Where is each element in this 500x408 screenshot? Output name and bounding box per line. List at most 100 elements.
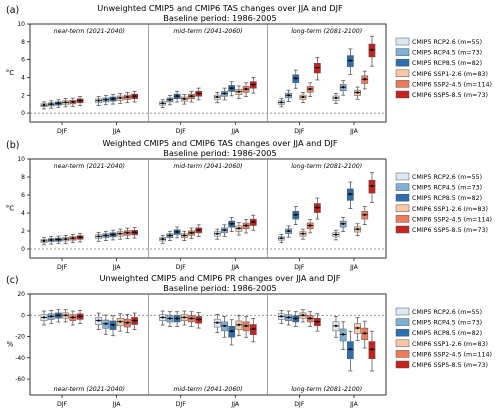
- y-axis-label: °C: [6, 205, 15, 213]
- mean-dot: [316, 320, 319, 323]
- mean-dot: [280, 315, 283, 318]
- mean-dot: [190, 317, 193, 320]
- legend-swatch: [395, 37, 410, 46]
- mean-dot: [78, 236, 82, 239]
- mean-dot: [183, 97, 186, 101]
- season-label: DJF: [176, 264, 187, 271]
- mean-dot: [104, 322, 108, 325]
- mean-dot: [244, 224, 248, 227]
- mean-dot: [363, 213, 366, 216]
- y-axis-label: °C: [6, 69, 15, 77]
- mean-dot: [133, 319, 136, 322]
- mean-dot: [308, 317, 312, 320]
- legend-swatch: [395, 360, 410, 369]
- legend-entry: CMIP5 RCP8.5 (m=82): [412, 60, 482, 67]
- mean-dot: [334, 324, 338, 328]
- mean-dot: [97, 99, 100, 102]
- period-label: mid-term (2041-2060): [173, 27, 242, 35]
- mean-dot: [57, 238, 60, 241]
- mean-dot: [216, 232, 219, 235]
- panel-a: (a) Unweighted CMIP5 and CMIP6 TAS change…: [6, 3, 492, 135]
- mean-dot: [301, 314, 305, 317]
- legend: CMIP5 RCP2.6 (m=55) CMIP5 RCP4.5 (m=73) CM…: [395, 172, 492, 234]
- mean-dot: [50, 238, 53, 242]
- y-tick-label: -60: [15, 376, 25, 383]
- period-label: near-term (2021-2040): [54, 27, 125, 35]
- mean-dot: [230, 330, 233, 333]
- y-tick-label: -40: [15, 355, 25, 362]
- legend-entry: CMIP5 RCP4.5 (m=73): [412, 320, 482, 327]
- mean-dot: [223, 324, 226, 328]
- mean-dot: [356, 228, 359, 231]
- mean-dot: [197, 92, 200, 95]
- mean-dot: [341, 86, 345, 89]
- season-label: JJA: [112, 128, 122, 135]
- mean-dot: [197, 228, 200, 232]
- mean-dot: [294, 317, 297, 320]
- y-tick-label: 0: [21, 312, 25, 319]
- mean-dot: [57, 102, 60, 105]
- mean-dot: [287, 94, 290, 97]
- legend-swatch: [395, 225, 410, 234]
- mean-dot: [175, 94, 179, 98]
- legend-swatch: [395, 339, 410, 348]
- mean-dot: [126, 321, 129, 324]
- legend-entry: CMIP6 SSP5-8.5 (m=73): [412, 362, 488, 369]
- mean-dot: [42, 103, 46, 107]
- panel-label: (a): [6, 5, 19, 16]
- mean-dot: [370, 48, 374, 52]
- season-label: DJF: [57, 401, 68, 408]
- legend: CMIP5 RCP2.6 (m=55) CMIP5 RCP4.5 (m=73) CM…: [395, 307, 492, 369]
- mean-dot: [349, 59, 352, 62]
- y-tick-label: 10: [17, 21, 25, 28]
- y-tick-label: 8: [21, 174, 25, 181]
- mean-dot: [183, 316, 186, 319]
- legend-entry: CMIP6 SSP1-2.6 (m=83): [412, 341, 488, 348]
- mean-dot: [168, 317, 172, 320]
- period-label: near-term (2021-2040): [54, 162, 125, 170]
- panel-b: (b) Weighted CMIP5 and CMIP6 TAS changes …: [6, 138, 492, 271]
- mean-dot: [280, 237, 283, 240]
- season-label: JJA: [349, 401, 359, 408]
- legend-swatch: [395, 215, 410, 223]
- mean-dot: [161, 102, 164, 105]
- legend-entry: CMIP5 RCP4.5 (m=73): [412, 185, 482, 192]
- mean-dot: [316, 66, 319, 69]
- legend-swatch: [395, 193, 410, 202]
- legend-entry: CMIP5 RCP2.6 (m=55): [412, 174, 482, 181]
- mean-dot: [223, 228, 226, 232]
- period-label: mid-term (2041-2060): [173, 162, 242, 170]
- mean-dot: [168, 98, 172, 101]
- mean-dot: [71, 316, 75, 319]
- mean-dot: [161, 316, 164, 319]
- season-label: DJF: [57, 264, 68, 271]
- mean-dot: [334, 233, 338, 236]
- legend-entry: CMIP6 SSP2-4.5 (m=114): [412, 81, 492, 88]
- season-label: JJA: [230, 264, 240, 271]
- mean-dot: [216, 95, 219, 99]
- mean-dot: [64, 314, 67, 317]
- mean-dot: [287, 316, 290, 319]
- mean-dot: [190, 94, 193, 98]
- mean-dot: [370, 184, 374, 188]
- mean-dot: [104, 98, 108, 101]
- mean-dot: [161, 237, 164, 241]
- y-tick-label: 2: [21, 228, 25, 235]
- mean-dot: [287, 229, 290, 233]
- mean-dot: [341, 222, 345, 225]
- mean-dot: [57, 314, 60, 317]
- season-label: JJA: [230, 128, 240, 135]
- mean-dot: [111, 323, 115, 327]
- y-tick-label: 4: [21, 210, 25, 217]
- mean-dot: [223, 92, 226, 95]
- legend-entry: CMIP5 RCP2.6 (m=55): [412, 39, 482, 46]
- mean-dot: [237, 227, 241, 230]
- legend-entry: CMIP6 SSP2-4.5 (m=114): [412, 216, 492, 223]
- season-label: DJF: [176, 128, 187, 135]
- mean-dot: [252, 83, 255, 86]
- season-label: DJF: [57, 128, 68, 135]
- season-label: JJA: [349, 128, 359, 135]
- mean-dot: [71, 237, 75, 240]
- chart-title: Unweighted CMIP5 and CMIP6 PR changes ov…: [100, 273, 341, 283]
- legend-entry: CMIP6 SSP5-8.5 (m=73): [412, 227, 488, 234]
